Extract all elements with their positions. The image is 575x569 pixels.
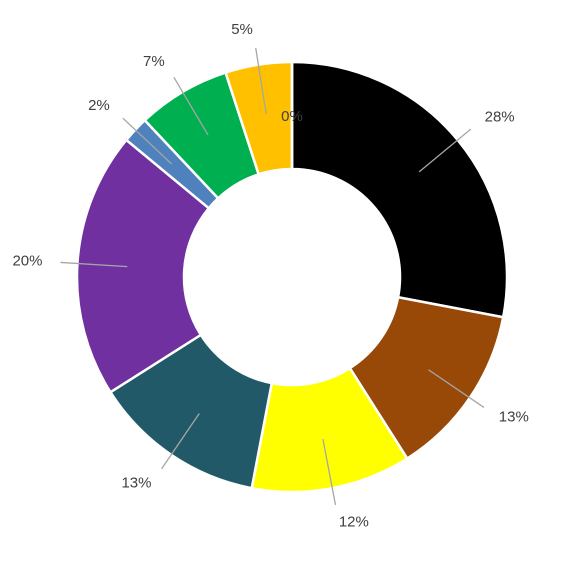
leader-line [122, 117, 173, 165]
donut-slice [75, 138, 211, 394]
data-label: 7% [143, 53, 165, 70]
leader-line [322, 438, 337, 506]
leader-line [173, 76, 209, 136]
data-label: 0% [281, 108, 303, 125]
leader-line [161, 413, 200, 470]
data-label: 12% [339, 514, 369, 531]
leader-line [428, 369, 485, 408]
data-label: 2% [88, 97, 110, 114]
donut-slice [290, 60, 509, 319]
data-label: 28% [485, 109, 515, 126]
data-label: 20% [12, 252, 42, 269]
leader-line [418, 128, 472, 173]
data-label: 5% [231, 21, 253, 38]
data-label: 13% [499, 408, 529, 425]
leader-line [60, 261, 128, 268]
data-label: 13% [121, 475, 151, 492]
leader-line [255, 47, 267, 115]
